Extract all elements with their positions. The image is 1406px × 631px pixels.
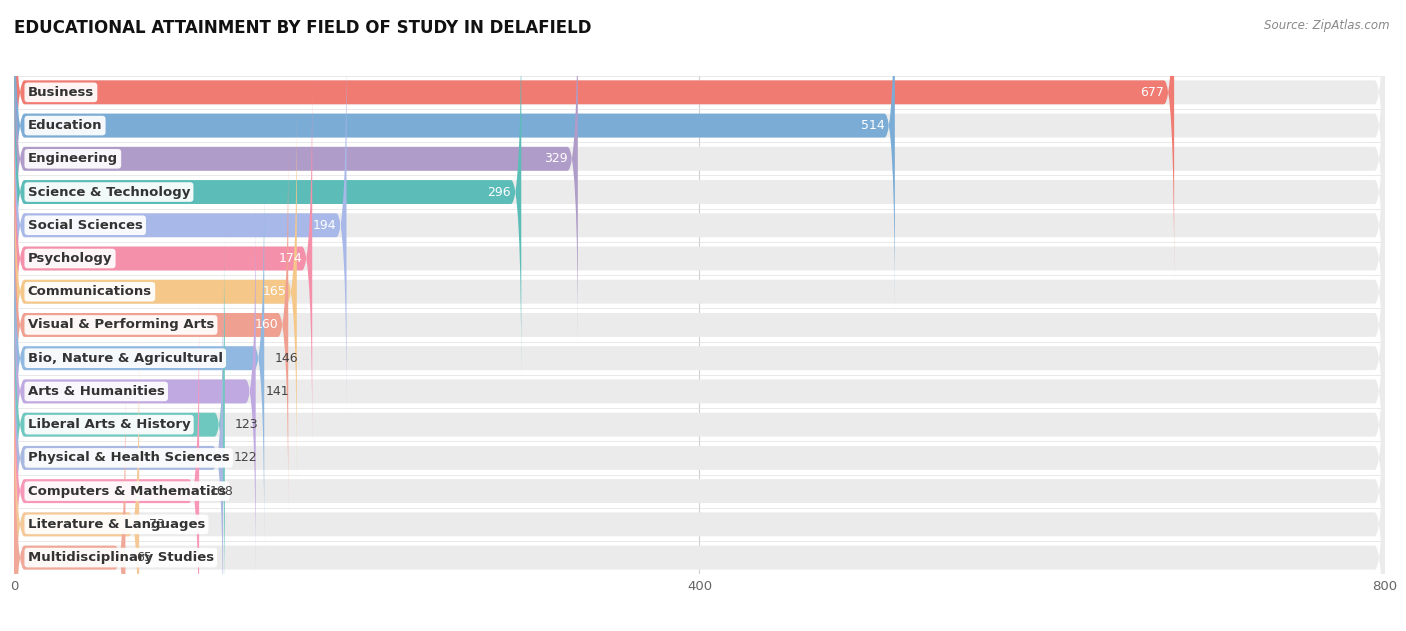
Text: 174: 174 [278, 252, 302, 265]
Text: 296: 296 [488, 186, 510, 199]
FancyBboxPatch shape [14, 271, 224, 631]
Text: 122: 122 [233, 451, 257, 464]
Text: Business: Business [28, 86, 94, 99]
Text: Psychology: Psychology [28, 252, 112, 265]
Text: Education: Education [28, 119, 103, 132]
FancyBboxPatch shape [14, 4, 522, 379]
Text: Arts & Humanities: Arts & Humanities [28, 385, 165, 398]
Text: 108: 108 [209, 485, 233, 498]
FancyBboxPatch shape [14, 0, 578, 346]
FancyBboxPatch shape [14, 38, 346, 413]
Text: 165: 165 [263, 285, 287, 298]
FancyBboxPatch shape [14, 271, 1385, 631]
FancyBboxPatch shape [14, 138, 288, 512]
Text: 141: 141 [266, 385, 290, 398]
Text: 146: 146 [274, 351, 298, 365]
Text: Engineering: Engineering [28, 152, 118, 165]
FancyBboxPatch shape [14, 38, 1385, 413]
FancyBboxPatch shape [14, 104, 1385, 479]
Text: Communications: Communications [28, 285, 152, 298]
Text: Literature & Languages: Literature & Languages [28, 518, 205, 531]
Text: 514: 514 [860, 119, 884, 132]
Text: 194: 194 [312, 219, 336, 232]
FancyBboxPatch shape [14, 237, 225, 612]
FancyBboxPatch shape [14, 138, 1385, 512]
FancyBboxPatch shape [14, 0, 894, 313]
Text: EDUCATIONAL ATTAINMENT BY FIELD OF STUDY IN DELAFIELD: EDUCATIONAL ATTAINMENT BY FIELD OF STUDY… [14, 19, 592, 37]
FancyBboxPatch shape [14, 4, 1385, 379]
FancyBboxPatch shape [14, 370, 125, 631]
Text: Bio, Nature & Agricultural: Bio, Nature & Agricultural [28, 351, 222, 365]
FancyBboxPatch shape [14, 71, 1385, 446]
Text: 160: 160 [254, 319, 278, 331]
Text: Social Sciences: Social Sciences [28, 219, 142, 232]
FancyBboxPatch shape [14, 337, 139, 631]
Text: 65: 65 [136, 551, 152, 564]
Text: 73: 73 [149, 518, 166, 531]
Text: 123: 123 [235, 418, 259, 431]
Text: Source: ZipAtlas.com: Source: ZipAtlas.com [1264, 19, 1389, 32]
FancyBboxPatch shape [14, 237, 1385, 612]
Text: 677: 677 [1140, 86, 1164, 99]
Text: Computers & Mathematics: Computers & Mathematics [28, 485, 226, 498]
FancyBboxPatch shape [14, 171, 1385, 546]
FancyBboxPatch shape [14, 0, 1174, 280]
FancyBboxPatch shape [14, 0, 1385, 346]
FancyBboxPatch shape [14, 304, 200, 631]
FancyBboxPatch shape [14, 337, 1385, 631]
FancyBboxPatch shape [14, 0, 1385, 280]
FancyBboxPatch shape [14, 304, 1385, 631]
FancyBboxPatch shape [14, 71, 312, 446]
FancyBboxPatch shape [14, 0, 1385, 313]
Text: Liberal Arts & History: Liberal Arts & History [28, 418, 190, 431]
Text: Visual & Performing Arts: Visual & Performing Arts [28, 319, 214, 331]
Text: Science & Technology: Science & Technology [28, 186, 190, 199]
FancyBboxPatch shape [14, 204, 1385, 579]
FancyBboxPatch shape [14, 171, 264, 546]
FancyBboxPatch shape [14, 370, 1385, 631]
FancyBboxPatch shape [14, 204, 256, 579]
Text: Multidisciplinary Studies: Multidisciplinary Studies [28, 551, 214, 564]
Text: 329: 329 [544, 152, 568, 165]
FancyBboxPatch shape [14, 104, 297, 479]
Text: Physical & Health Sciences: Physical & Health Sciences [28, 451, 229, 464]
